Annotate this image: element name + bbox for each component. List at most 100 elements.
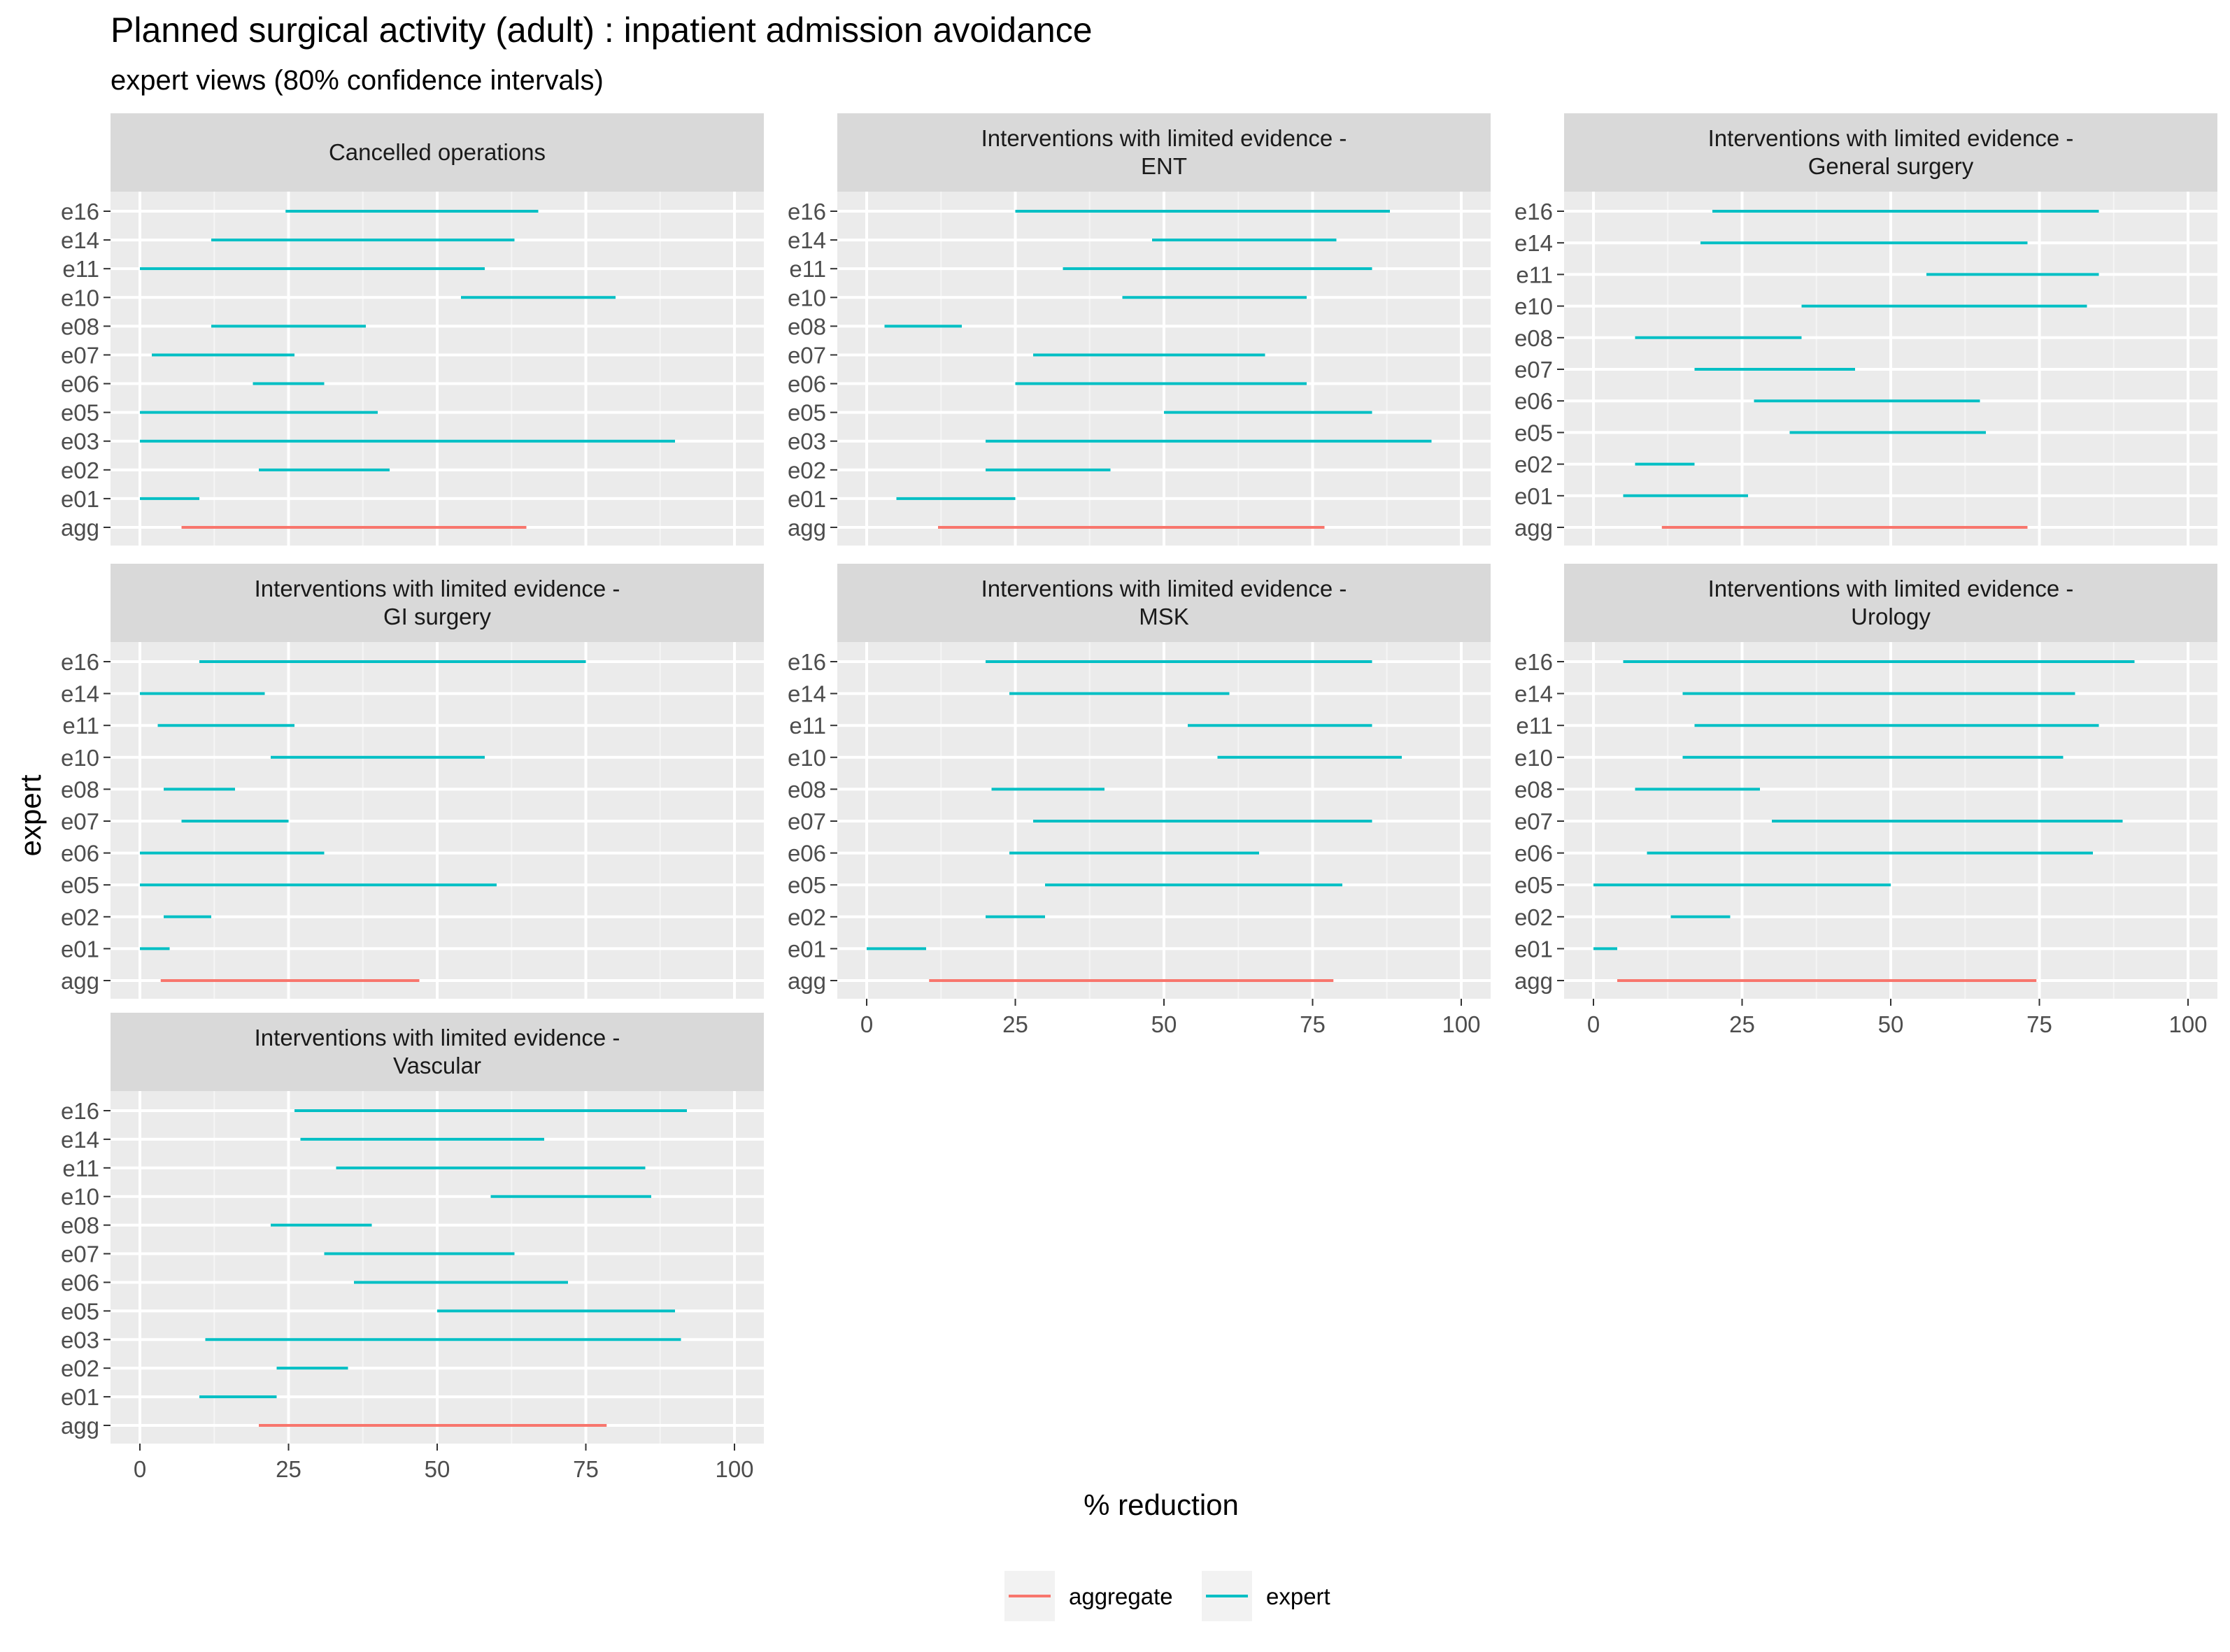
- y-tick-label: agg: [788, 515, 826, 541]
- y-tick-label: e07: [788, 809, 826, 834]
- y-tick-label: e07: [788, 342, 826, 368]
- y-tick-label: e02: [61, 1355, 99, 1381]
- y-tick-label: e11: [789, 713, 826, 739]
- facet-panel: Interventions with limited evidence - GI …: [61, 564, 764, 999]
- x-axis-title: % reduction: [1084, 1488, 1239, 1521]
- facet-panel: Interventions with limited evidence -ENT…: [788, 113, 1491, 546]
- y-tick-label: e02: [61, 457, 99, 483]
- y-tick-label: e11: [62, 1155, 99, 1181]
- y-tick-label: e16: [788, 199, 826, 225]
- y-tick-label: e01: [61, 1384, 99, 1410]
- x-tick-label: 50: [1878, 1011, 1904, 1037]
- y-tick-label: e07: [61, 342, 99, 368]
- legend: aggregate expert: [1004, 1571, 1330, 1621]
- y-tick-label: e01: [788, 936, 826, 962]
- x-tick-label: 75: [573, 1456, 599, 1482]
- y-tick-label: e02: [788, 457, 826, 483]
- y-tick-label: e08: [61, 1213, 99, 1239]
- y-tick-label: e14: [61, 1127, 99, 1153]
- y-tick-label: e06: [61, 371, 99, 397]
- x-tick-label: 0: [134, 1456, 146, 1482]
- facet-strip: [111, 564, 764, 642]
- y-tick-label: e10: [61, 285, 99, 311]
- x-tick-label: 0: [1587, 1011, 1600, 1037]
- y-tick-label: e14: [788, 227, 826, 253]
- y-tick-label: e01: [1514, 936, 1553, 962]
- y-tick-label: e07: [1514, 357, 1553, 383]
- legend-item-aggregate: aggregate: [1004, 1571, 1173, 1621]
- x-tick-label: 50: [1151, 1011, 1177, 1037]
- y-tick-label: e07: [1514, 809, 1553, 834]
- x-tick-label: 100: [1442, 1011, 1480, 1037]
- y-tick-label: e16: [61, 649, 99, 675]
- facet-strip-label: Cancelled operations: [329, 139, 546, 165]
- facet-strip-label: General surgery: [1808, 153, 1974, 179]
- y-tick-label: e14: [1514, 681, 1553, 707]
- y-tick-label: e11: [1516, 262, 1553, 287]
- y-tick-label: e14: [61, 227, 99, 253]
- y-tick-label: e10: [61, 1184, 99, 1210]
- y-tick-label: e01: [61, 936, 99, 962]
- x-tick-label: 100: [2168, 1011, 2207, 1037]
- y-tick-label: e06: [788, 841, 826, 867]
- x-tick-label: 25: [1002, 1011, 1028, 1037]
- x-tick-label: 75: [2026, 1011, 2052, 1037]
- y-tick-label: agg: [788, 968, 826, 994]
- facet-strip: [1564, 564, 2217, 642]
- facet-strip-label: Vascular: [393, 1053, 481, 1078]
- facet-strip-label: Interventions with limited evidence -: [1708, 576, 2074, 601]
- y-tick-label: e02: [61, 904, 99, 930]
- y-tick-label: e03: [61, 1327, 99, 1353]
- y-tick-label: e07: [61, 1241, 99, 1267]
- facet-panel: Interventions with limited evidence - MSK…: [788, 564, 1491, 1037]
- y-tick-label: e05: [1514, 420, 1553, 446]
- y-tick-label: e11: [62, 713, 99, 739]
- x-tick-label: 25: [276, 1456, 301, 1482]
- y-tick-label: agg: [61, 1413, 99, 1439]
- y-tick-label: e14: [788, 681, 826, 707]
- y-tick-label: e16: [61, 1098, 99, 1124]
- facet-strip-label: Interventions with limited evidence -: [981, 125, 1347, 151]
- x-tick-label: 0: [860, 1011, 873, 1037]
- y-tick-label: e16: [61, 199, 99, 225]
- y-tick-label: e11: [62, 256, 99, 282]
- y-tick-label: e10: [788, 745, 826, 771]
- legend-label: aggregate: [1069, 1583, 1173, 1609]
- y-tick-label: e08: [1514, 776, 1553, 802]
- facet-strip-label: Interventions with limited evidence -: [1708, 125, 2074, 151]
- y-tick-label: e05: [788, 872, 826, 898]
- y-tick-label: e08: [1514, 325, 1553, 351]
- y-tick-label: agg: [1514, 515, 1553, 541]
- facet-strip-label: Interventions with limited evidence -: [255, 576, 620, 601]
- facet-strip-label: Interventions with limited evidence -: [255, 1025, 620, 1051]
- y-tick-label: e08: [788, 313, 826, 339]
- y-axis-title: expert: [14, 774, 47, 856]
- y-tick-label: e16: [788, 649, 826, 675]
- y-tick-label: e03: [788, 429, 826, 455]
- facet-strip-label: MSK: [1139, 604, 1189, 629]
- y-tick-label: e06: [61, 841, 99, 867]
- x-tick-label: 25: [1729, 1011, 1755, 1037]
- y-tick-label: e10: [1514, 745, 1553, 771]
- y-tick-label: e08: [788, 776, 826, 802]
- y-tick-label: e11: [789, 256, 826, 282]
- facet-strip-label: Urology: [1851, 604, 1931, 629]
- y-tick-label: e05: [61, 872, 99, 898]
- y-tick-label: e03: [61, 429, 99, 455]
- facet-strip: [1564, 113, 2217, 192]
- y-tick-label: e02: [788, 904, 826, 930]
- facet-strip-label: Interventions with limited evidence -: [981, 576, 1347, 601]
- y-tick-label: e06: [61, 1269, 99, 1295]
- y-tick-label: e06: [788, 371, 826, 397]
- y-tick-label: e06: [1514, 841, 1553, 867]
- facet-strip: [837, 113, 1491, 192]
- y-tick-label: e06: [1514, 388, 1553, 414]
- y-tick-label: e11: [1516, 713, 1553, 739]
- y-tick-label: agg: [61, 515, 99, 541]
- facet-strip: [111, 113, 764, 192]
- facet-strip-label: GI surgery: [383, 604, 492, 629]
- y-tick-label: e05: [61, 400, 99, 426]
- y-tick-label: e05: [61, 1298, 99, 1324]
- y-tick-label: e16: [1514, 199, 1553, 225]
